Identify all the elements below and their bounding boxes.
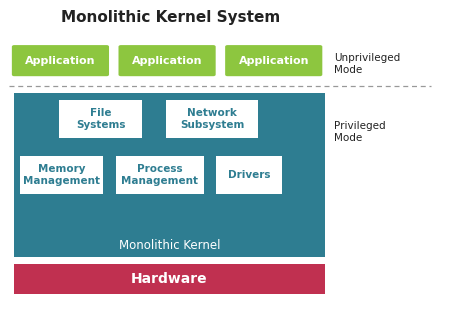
Text: Process
Management: Process Management [121, 164, 199, 186]
Text: Application: Application [25, 56, 96, 66]
FancyBboxPatch shape [12, 45, 109, 76]
Bar [20, 156, 103, 194]
Text: Application: Application [238, 56, 309, 66]
Text: File
Systems: File Systems [76, 108, 126, 130]
Text: Monolithic Kernel: Monolithic Kernel [119, 239, 220, 252]
Text: Application: Application [132, 56, 202, 66]
Text: Monolithic Kernel System: Monolithic Kernel System [61, 10, 280, 25]
Text: Privileged
Mode: Privileged Mode [334, 121, 386, 143]
FancyBboxPatch shape [118, 45, 216, 76]
Bar [116, 156, 204, 194]
Bar [59, 100, 142, 138]
Text: Network
Subsystem: Network Subsystem [180, 108, 244, 130]
Text: Unprivileged
Mode: Unprivileged Mode [334, 53, 401, 75]
Bar [216, 156, 282, 194]
FancyBboxPatch shape [225, 45, 322, 76]
Bar [14, 93, 325, 257]
Text: Hardware: Hardware [131, 272, 208, 286]
Text: Drivers: Drivers [228, 170, 270, 180]
Bar [166, 100, 258, 138]
Text: Memory
Management: Memory Management [23, 164, 100, 186]
Bar [14, 264, 325, 294]
